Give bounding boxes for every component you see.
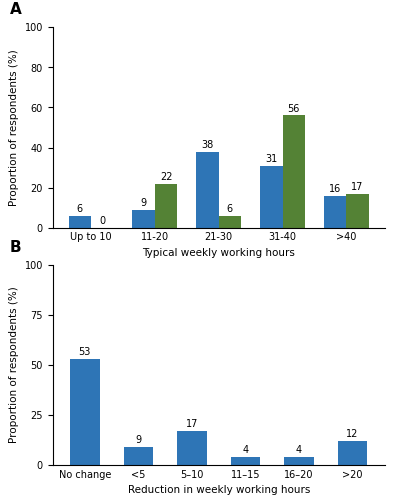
Bar: [70, 359, 100, 465]
Text: 17: 17: [186, 419, 198, 429]
Bar: [155, 184, 177, 228]
Bar: [338, 441, 367, 465]
Bar: [260, 166, 283, 228]
X-axis label: Typical weekly working hours: Typical weekly working hours: [142, 248, 295, 258]
Text: 16: 16: [329, 184, 341, 194]
Text: 53: 53: [79, 347, 91, 357]
Text: 22: 22: [160, 172, 172, 181]
Y-axis label: Proportion of respondents (%): Proportion of respondents (%): [9, 286, 19, 444]
Text: 17: 17: [352, 182, 364, 192]
Text: 56: 56: [288, 104, 300, 114]
Bar: [124, 447, 153, 465]
Text: 6: 6: [227, 204, 233, 214]
Text: 9: 9: [135, 435, 141, 445]
Text: 38: 38: [201, 140, 214, 149]
Text: 12: 12: [346, 429, 359, 439]
Text: A: A: [9, 2, 21, 18]
Text: 9: 9: [141, 198, 147, 207]
Y-axis label: Proportion of respondents (%): Proportion of respondents (%): [9, 49, 19, 206]
Legend: Females, Males: Females, Males: [155, 292, 283, 311]
Text: 4: 4: [243, 445, 249, 455]
Text: B: B: [9, 240, 21, 255]
Text: 31: 31: [265, 154, 277, 164]
Bar: [196, 152, 219, 228]
Bar: [284, 457, 314, 465]
Bar: [346, 194, 369, 228]
Bar: [324, 196, 346, 228]
Text: 6: 6: [77, 204, 83, 214]
X-axis label: Reduction in weekly working hours: Reduction in weekly working hours: [128, 486, 310, 496]
Bar: [132, 210, 155, 228]
Text: 4: 4: [296, 445, 302, 455]
Bar: [219, 216, 241, 228]
Text: 0: 0: [99, 216, 105, 226]
Bar: [231, 457, 260, 465]
Bar: [68, 216, 91, 228]
Bar: [177, 431, 207, 465]
Bar: [283, 116, 305, 228]
